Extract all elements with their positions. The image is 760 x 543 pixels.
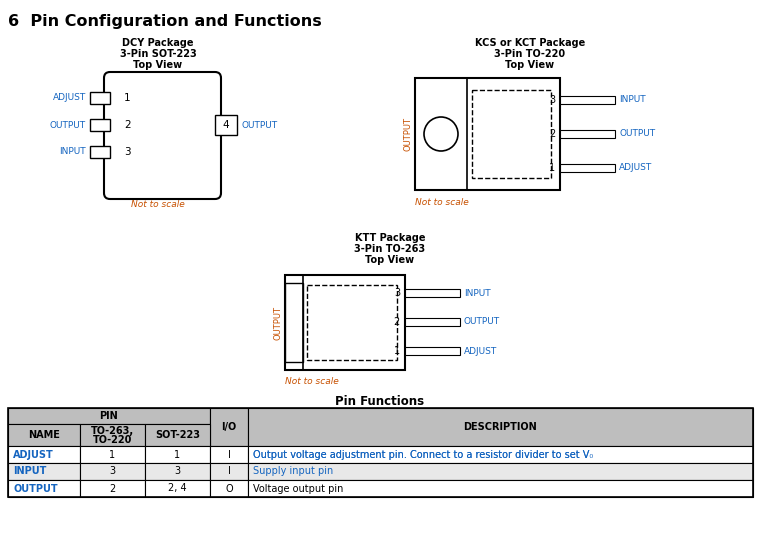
Text: ADJUST: ADJUST <box>464 346 497 356</box>
Text: KCS or KCT Package: KCS or KCT Package <box>475 38 585 48</box>
Text: 1: 1 <box>394 346 400 356</box>
Text: Top View: Top View <box>366 255 414 265</box>
Text: 2: 2 <box>109 483 116 494</box>
Text: SOT-223: SOT-223 <box>155 430 200 440</box>
Text: 4: 4 <box>222 120 229 130</box>
Text: 1: 1 <box>124 93 131 103</box>
Bar <box>248 408 753 446</box>
Text: I: I <box>227 466 230 477</box>
Text: TO-220: TO-220 <box>93 435 132 445</box>
Bar <box>415 78 560 190</box>
Text: OUTPUT: OUTPUT <box>619 129 655 138</box>
Text: 3: 3 <box>394 288 400 298</box>
Text: Supply input pin: Supply input pin <box>253 466 333 477</box>
Text: 3: 3 <box>175 466 181 477</box>
Text: OUTPUT: OUTPUT <box>13 483 58 494</box>
Text: 6  Pin Configuration and Functions: 6 Pin Configuration and Functions <box>8 14 321 29</box>
Bar <box>285 275 405 370</box>
Text: 1: 1 <box>549 163 555 173</box>
Text: OUTPUT: OUTPUT <box>50 121 86 129</box>
Text: 1: 1 <box>109 450 116 459</box>
Text: Top View: Top View <box>134 60 182 70</box>
Bar <box>145 463 210 480</box>
Text: 3: 3 <box>124 147 131 157</box>
Text: KTT Package: KTT Package <box>355 233 426 243</box>
Bar <box>145 424 210 446</box>
Bar <box>145 446 210 463</box>
Text: ADJUST: ADJUST <box>52 93 86 103</box>
Circle shape <box>424 117 458 151</box>
Bar <box>90 119 110 131</box>
Bar <box>560 96 615 104</box>
Text: 3: 3 <box>549 95 555 105</box>
Bar <box>8 480 80 497</box>
Bar <box>210 408 248 446</box>
Text: INPUT: INPUT <box>13 466 46 477</box>
Text: 3: 3 <box>109 466 116 477</box>
Text: I: I <box>227 450 230 459</box>
Text: Output voltage adjustment pin. Connect to a resistor divider to set V₀: Output voltage adjustment pin. Connect t… <box>253 450 594 459</box>
Bar <box>8 424 80 446</box>
Text: OUTPUT: OUTPUT <box>404 117 413 151</box>
Text: 3-Pin TO-220: 3-Pin TO-220 <box>495 49 565 59</box>
Bar <box>560 130 615 138</box>
Text: 1: 1 <box>175 450 181 459</box>
Text: 3-Pin TO-263: 3-Pin TO-263 <box>354 244 426 254</box>
Bar <box>8 446 80 463</box>
Text: NAME: NAME <box>28 430 60 440</box>
Text: Voltage output pin: Voltage output pin <box>253 483 344 494</box>
Text: Top View: Top View <box>505 60 555 70</box>
Text: 2: 2 <box>124 120 131 130</box>
Bar <box>8 408 210 424</box>
Text: 2: 2 <box>549 129 555 139</box>
Text: TO-263,: TO-263, <box>91 426 134 436</box>
Text: ADJUST: ADJUST <box>13 450 54 459</box>
Text: 3-Pin SOT-223: 3-Pin SOT-223 <box>119 49 196 59</box>
Text: DESCRIPTION: DESCRIPTION <box>464 422 537 432</box>
Bar <box>80 480 145 497</box>
FancyBboxPatch shape <box>104 72 221 199</box>
Bar <box>405 347 460 355</box>
Bar <box>210 480 248 497</box>
Bar <box>8 463 80 480</box>
Bar <box>80 463 145 480</box>
Bar <box>248 446 753 463</box>
Bar <box>307 285 397 360</box>
Bar <box>90 92 110 104</box>
Text: Pin Functions: Pin Functions <box>335 395 425 408</box>
Text: INPUT: INPUT <box>59 148 86 156</box>
Text: OUTPUT: OUTPUT <box>274 306 283 339</box>
Text: DCY Package: DCY Package <box>122 38 194 48</box>
Text: 2: 2 <box>394 317 400 327</box>
Text: Output voltage adjustment pin. Connect to a resistor divider to set V: Output voltage adjustment pin. Connect t… <box>253 450 589 459</box>
Bar <box>8 408 753 497</box>
Text: Not to scale: Not to scale <box>131 200 185 209</box>
Text: INPUT: INPUT <box>619 96 646 104</box>
Text: 2, 4: 2, 4 <box>168 483 187 494</box>
Text: ADJUST: ADJUST <box>619 163 652 173</box>
Bar <box>405 318 460 326</box>
Bar <box>145 480 210 497</box>
Bar <box>80 446 145 463</box>
Bar <box>472 90 551 178</box>
Bar <box>248 480 753 497</box>
Bar <box>560 164 615 172</box>
Bar <box>405 289 460 297</box>
Text: OUTPUT: OUTPUT <box>241 121 277 129</box>
Text: OUTPUT: OUTPUT <box>464 318 500 326</box>
Text: O: O <box>225 483 233 494</box>
Bar <box>80 424 145 446</box>
Bar <box>210 463 248 480</box>
Bar <box>90 146 110 158</box>
Text: INPUT: INPUT <box>464 288 491 298</box>
Bar <box>248 463 753 480</box>
Text: Not to scale: Not to scale <box>415 198 469 207</box>
Text: PIN: PIN <box>100 411 119 421</box>
Text: I/O: I/O <box>221 422 236 432</box>
Bar <box>285 283 303 362</box>
Text: Not to scale: Not to scale <box>285 377 339 386</box>
Bar <box>215 115 237 135</box>
Bar <box>210 446 248 463</box>
